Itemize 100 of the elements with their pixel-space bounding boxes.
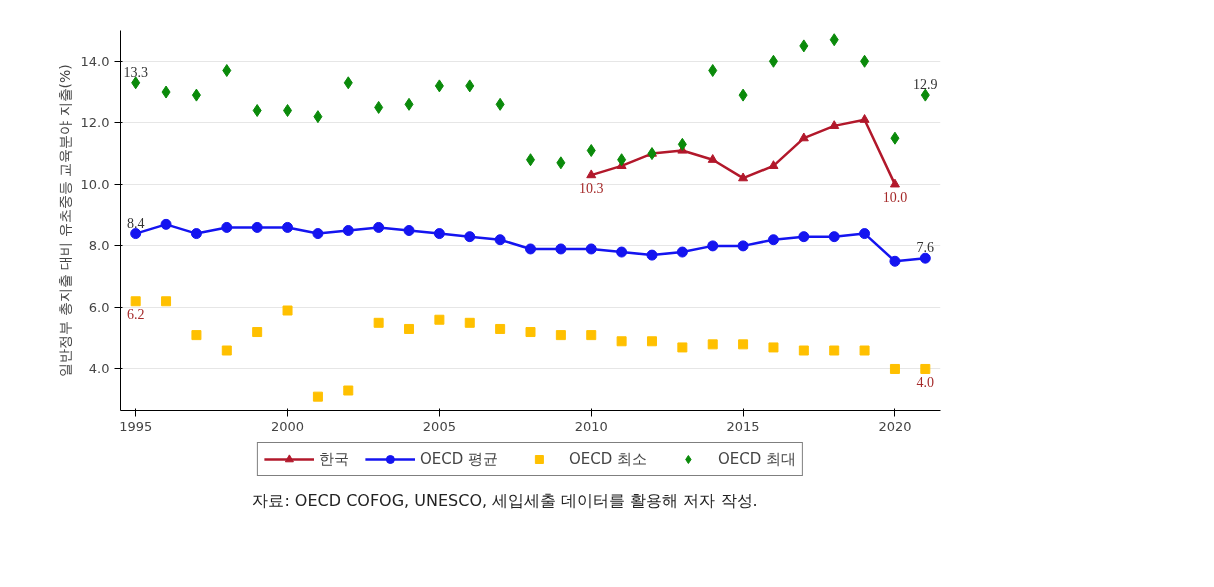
point (586, 169, 597, 179)
point (495, 323, 506, 334)
point (221, 345, 232, 356)
point (829, 345, 840, 356)
point (920, 363, 931, 374)
point (555, 243, 567, 255)
point (859, 114, 870, 123)
point (130, 296, 141, 307)
point (586, 330, 597, 341)
x-tick-label: 2000 (271, 418, 305, 434)
point (404, 97, 414, 111)
point (798, 231, 810, 243)
point (738, 88, 748, 102)
point (828, 231, 840, 243)
point (799, 39, 809, 53)
y-tick-label: 10.0 (80, 176, 110, 192)
point (617, 153, 627, 167)
point (676, 246, 688, 258)
point (342, 225, 354, 236)
point (525, 327, 536, 338)
point (737, 240, 749, 252)
point (555, 330, 566, 341)
point (859, 228, 871, 240)
point (616, 246, 628, 258)
legend-label: OECD 최대 (718, 449, 797, 469)
point (586, 144, 596, 157)
point (707, 240, 719, 252)
point (313, 110, 323, 124)
x-tick-label: 2005 (422, 418, 456, 434)
data-label: 12.9 (913, 77, 938, 93)
point (222, 64, 232, 77)
data-label: 10.0 (882, 190, 908, 206)
point (403, 225, 415, 236)
point (433, 228, 445, 240)
legend-label: 한국 (318, 449, 349, 469)
y-tick-label: 12.0 (80, 115, 110, 131)
point (829, 33, 839, 47)
point (404, 323, 415, 334)
y-tick-label: 4.0 (88, 361, 110, 377)
point (738, 339, 749, 350)
y-tick-label: 8.0 (88, 238, 110, 254)
point (860, 54, 870, 68)
point (373, 221, 385, 233)
legend-label: OECD 평균 (419, 449, 498, 469)
data-label: 7.6 (916, 240, 935, 256)
point (160, 218, 172, 230)
text: 자료: OECD COFOG, UNESCO, 세입세출 데이터를 활용해 저자 작성. (252, 490, 758, 512)
point (191, 330, 202, 341)
data-label: 6.2 (126, 307, 145, 323)
point (556, 156, 566, 170)
point (495, 97, 505, 111)
point (252, 104, 262, 117)
data-label: 4.0 (916, 374, 935, 390)
point (252, 327, 263, 338)
point (647, 147, 657, 161)
x-tick-label: 2010 (574, 418, 608, 434)
point (768, 54, 778, 68)
point (283, 104, 293, 117)
point (889, 178, 900, 188)
point (282, 221, 294, 233)
point (889, 255, 901, 267)
data-label: 10.3 (578, 181, 604, 197)
point (798, 132, 809, 142)
point (464, 317, 475, 328)
y-tick-label: 6.0 (88, 299, 110, 315)
point (374, 100, 384, 114)
point (312, 228, 324, 240)
point (434, 314, 445, 325)
point (312, 391, 323, 402)
point (890, 131, 900, 145)
data-label: 8.4 (126, 215, 145, 231)
point (677, 137, 687, 151)
point (465, 79, 475, 93)
point (708, 64, 718, 77)
point (494, 234, 506, 246)
data-label: 13.3 (123, 64, 148, 80)
point (190, 228, 202, 240)
point (767, 234, 779, 246)
point (616, 336, 627, 347)
point (343, 385, 354, 396)
y-tick-label: 14.0 (80, 53, 110, 69)
point (282, 305, 293, 316)
point (251, 221, 263, 233)
point (829, 120, 840, 129)
y-axis-title: 일반정부 총지출 대비 유초중등 교육분야 지출(%) (56, 64, 73, 377)
point (131, 76, 141, 90)
point (919, 252, 931, 264)
point (434, 79, 444, 93)
point (646, 249, 658, 261)
point (677, 342, 688, 353)
point (920, 88, 930, 102)
point (464, 231, 476, 243)
point (373, 317, 384, 328)
x-tick-label: 2020 (878, 418, 912, 434)
point (221, 221, 233, 233)
point (889, 363, 900, 374)
point (161, 296, 172, 307)
point (646, 336, 657, 347)
point (707, 154, 718, 163)
point (130, 228, 142, 240)
